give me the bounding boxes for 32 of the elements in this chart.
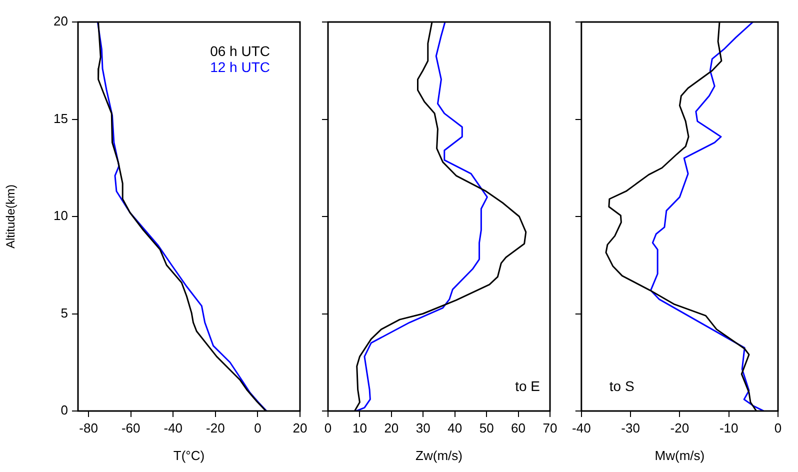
x-tick-label: -80 (79, 420, 98, 436)
x-tick-label: 30 (416, 420, 430, 436)
text: 06 h UTC (210, 43, 270, 59)
x-tick-label: 20 (292, 420, 308, 436)
x-tick-label: 20 (384, 420, 399, 436)
x-tick-label: 0 (774, 420, 782, 436)
x-axis-title: Mw(m/s) (654, 448, 705, 463)
x-tick-label: -40 (572, 420, 591, 436)
x-tick-label: 10 (352, 420, 367, 436)
y-tick-label: 0 (60, 402, 68, 418)
x-tick-label: -40 (164, 420, 183, 436)
y-axis-title: Altitude(km) (4, 184, 18, 249)
annotation: to S (609, 378, 634, 394)
y-tick-label: 20 (54, 14, 68, 29)
x-axis-title: Zw(m/s) (416, 448, 462, 463)
x-tick-label: -10 (719, 420, 738, 436)
x-axis-title: T(°C) (173, 448, 205, 463)
annotation: to E (515, 378, 540, 394)
y-tick-label: 5 (60, 305, 68, 320)
x-tick-label: -30 (621, 420, 640, 436)
x-tick-label: 0 (324, 420, 332, 436)
text: 12 h UTC (210, 59, 270, 75)
y-tick-label: 15 (54, 110, 68, 126)
x-tick-label: -20 (670, 420, 690, 436)
x-tick-label: -20 (206, 420, 225, 436)
x-tick-label: 40 (448, 420, 462, 436)
y-tick-label: 10 (54, 208, 68, 224)
x-tick-label: -60 (121, 420, 140, 436)
x-tick-label: 0 (254, 420, 262, 436)
x-tick-label: 60 (511, 420, 526, 436)
x-tick-label: 70 (542, 420, 558, 436)
x-tick-label: 50 (479, 420, 494, 436)
